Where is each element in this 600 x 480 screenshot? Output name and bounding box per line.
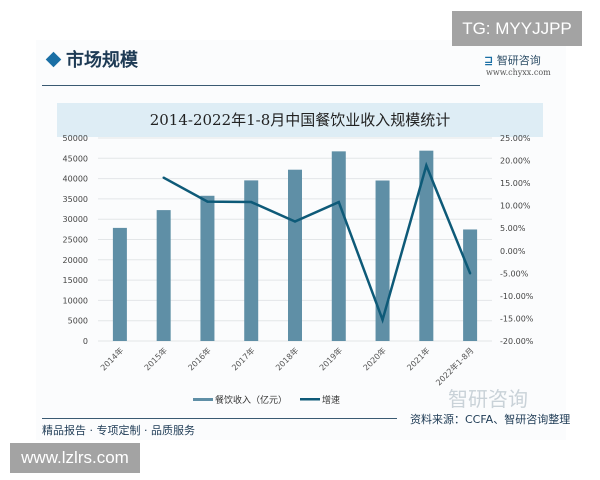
left-tick-label: 10000 — [63, 296, 88, 305]
x-tick-label: 2016年 — [186, 345, 213, 372]
bar — [375, 180, 390, 341]
left-tick-label: 45000 — [63, 154, 88, 163]
right-tick-label: -10.00% — [500, 292, 534, 301]
left-tick-label: 0 — [83, 337, 88, 346]
growth-line — [163, 161, 472, 324]
section-title: 市场规模 — [66, 50, 138, 71]
chart-title: 2014-2022年1-8月中国餐饮业收入规模统计 — [57, 103, 543, 137]
source-note: 资料来源：CCFA、智研咨询整理 — [410, 413, 571, 426]
growth-point — [206, 200, 209, 203]
right-tick-label: 5.00% — [500, 224, 526, 233]
growth-point — [468, 272, 472, 275]
left-tick-label: 5000 — [68, 317, 88, 326]
growth-point — [425, 164, 428, 167]
watermark: 智研咨询 — [448, 387, 528, 411]
divider — [42, 85, 480, 86]
growth-point — [293, 220, 297, 223]
left-tick-label: 35000 — [63, 195, 88, 204]
bar — [463, 229, 478, 341]
growth-point — [250, 200, 253, 204]
legend-label-bar: 餐饮收入（亿元） — [215, 394, 287, 406]
legend-swatch-bar — [193, 398, 213, 401]
x-tick-label: 2014年 — [98, 345, 125, 372]
right-tick-label: -20.00% — [500, 337, 534, 346]
footer-divider — [42, 418, 397, 419]
brand-logo: ⊒ 智研咨询 — [484, 52, 541, 68]
right-tick-label: 10.00% — [500, 202, 531, 211]
bar — [244, 180, 259, 341]
legend-swatch-line — [300, 398, 320, 401]
left-tick-label: 50000 — [63, 134, 88, 143]
growth-point — [162, 176, 165, 179]
right-tick-label: 20.00% — [500, 157, 531, 166]
right-tick-label: -5.00% — [500, 269, 529, 278]
x-tick-label: 2020年 — [361, 345, 388, 372]
bar — [200, 195, 215, 341]
bar — [112, 227, 127, 341]
right-tick-label: 0.00% — [500, 247, 526, 256]
brand-url: www.chyxx.com — [486, 68, 551, 77]
left-tick-label: 25000 — [63, 236, 88, 245]
x-tick-label: 2019年 — [317, 345, 344, 372]
right-tick-label: 15.00% — [500, 179, 531, 188]
right-tick-label: 25.00% — [500, 134, 531, 143]
x-tick-label: 2015年 — [142, 345, 169, 372]
x-tick-label: 2018年 — [273, 345, 300, 372]
right-tick-label: -15.00% — [500, 314, 534, 323]
bar — [288, 169, 302, 341]
slogan: 精品报告 · 专项定制 · 品质服务 — [42, 424, 195, 437]
left-tick-label: 40000 — [63, 175, 88, 184]
logo-icon: ⊒ — [484, 54, 494, 67]
left-tick-label: 20000 — [63, 256, 88, 265]
bar — [156, 210, 171, 341]
left-tick-label: 15000 — [63, 276, 88, 285]
logo-text: 智研咨询 — [496, 54, 541, 67]
x-tick-label: 2017年 — [230, 345, 257, 372]
x-tick-label: 2021年 — [405, 345, 432, 372]
bar — [419, 150, 434, 341]
bar — [331, 151, 346, 341]
growth-point — [381, 318, 384, 321]
left-tick-label: 30000 — [63, 215, 88, 224]
overlay-tag-top: TG: MYYJJPP — [452, 11, 582, 46]
overlay-tag-bottom: www.lzlrs.com — [10, 443, 140, 473]
growth-point — [337, 200, 340, 204]
x-tick-label: 2022年1-8月 — [433, 345, 475, 387]
legend-label-line: 增速 — [322, 394, 340, 406]
